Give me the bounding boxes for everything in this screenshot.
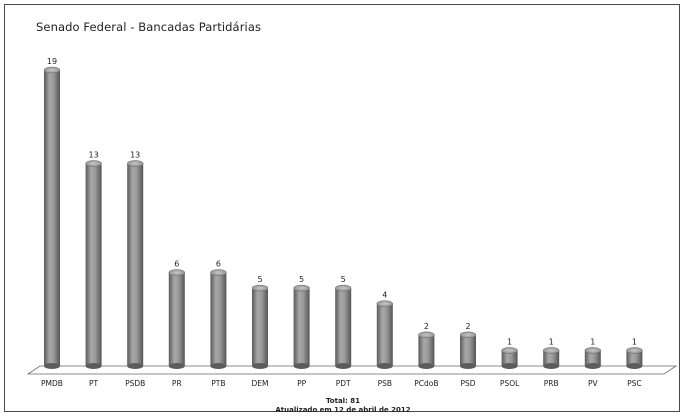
category-label: PCdoB bbox=[414, 379, 438, 388]
value-label: 4 bbox=[382, 291, 387, 300]
bar-dem bbox=[251, 284, 269, 369]
category-label: PT bbox=[89, 379, 99, 388]
value-label: 13 bbox=[89, 150, 99, 159]
value-label: 1 bbox=[549, 337, 554, 346]
value-label: 5 bbox=[341, 275, 346, 284]
value-label: 13 bbox=[130, 150, 140, 159]
bar-psd bbox=[459, 331, 477, 369]
chart-floor bbox=[26, 365, 678, 375]
category-label: PSD bbox=[460, 379, 475, 388]
footer-total: Total: 81 bbox=[325, 397, 361, 405]
value-label: 1 bbox=[590, 337, 595, 346]
floor-plane bbox=[26, 365, 678, 375]
value-label: 5 bbox=[299, 275, 304, 284]
category-label: PDT bbox=[336, 379, 351, 388]
bar-pv bbox=[584, 347, 602, 369]
value-label: 5 bbox=[257, 275, 262, 284]
bar-pt bbox=[85, 160, 102, 369]
category-label: DEM bbox=[252, 379, 269, 388]
value-label: 1 bbox=[632, 337, 637, 346]
category-label: PTB bbox=[211, 379, 225, 388]
category-label: PMDB bbox=[41, 379, 63, 388]
bar-prb bbox=[542, 347, 560, 369]
value-label: 19 bbox=[47, 57, 57, 66]
value-label: 6 bbox=[174, 260, 179, 269]
value-label: 6 bbox=[216, 260, 221, 269]
footer-updated: Atualizado em 12 de abril de 2012 bbox=[275, 406, 411, 414]
category-label: PV bbox=[588, 379, 599, 388]
labels-group: 19 PMDB 13 PT 13 PSDB 6 PR 6 PTB 5 DEM 5 PP 5 PDT 4 PSB 2 P… bbox=[41, 57, 642, 388]
bar-pmdb bbox=[43, 66, 61, 369]
bars-group bbox=[43, 66, 643, 369]
category-label: PR bbox=[172, 379, 182, 388]
value-label: 2 bbox=[465, 322, 470, 331]
bar-pr bbox=[168, 269, 186, 369]
bar-pp bbox=[293, 284, 310, 369]
category-label: PSC bbox=[627, 379, 642, 388]
bar-psdb bbox=[126, 160, 144, 369]
value-label: 1 bbox=[507, 337, 512, 346]
bar-psc bbox=[626, 347, 643, 369]
category-label: PSOL bbox=[500, 379, 520, 388]
bar-ptb bbox=[210, 269, 227, 369]
bar-psol bbox=[501, 347, 518, 369]
category-label: PSDB bbox=[125, 379, 145, 388]
category-label: PP bbox=[297, 379, 307, 388]
category-label: PRB bbox=[544, 379, 559, 388]
bar-pdt bbox=[334, 284, 352, 369]
value-label: 2 bbox=[424, 322, 429, 331]
chart-title: Senado Federal - Bancadas Partidárias bbox=[36, 20, 262, 34]
bar-pcdob bbox=[418, 331, 435, 369]
bar-psb bbox=[376, 300, 394, 369]
category-label: PSB bbox=[378, 379, 392, 388]
